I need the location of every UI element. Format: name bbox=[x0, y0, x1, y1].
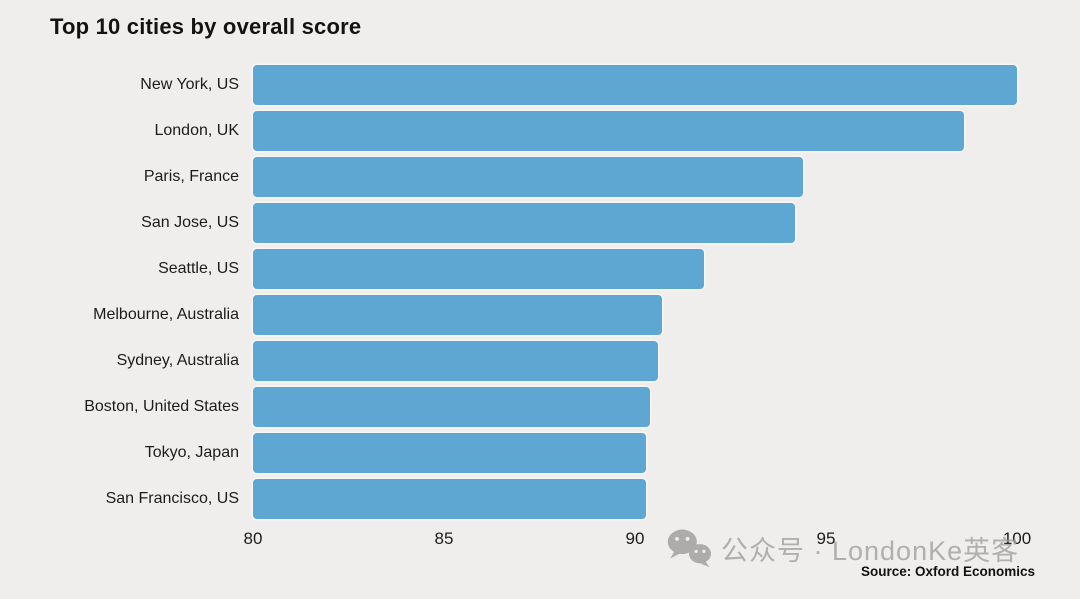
bar-row: Melbourne, Australia bbox=[0, 292, 1017, 338]
bar bbox=[253, 249, 704, 289]
category-label: Sydney, Australia bbox=[116, 352, 239, 369]
bar-chart: New York, US London, UK Paris, France San J… bbox=[0, 62, 1032, 557]
category-label: Melbourne, Australia bbox=[93, 306, 239, 323]
bar-row: Tokyo, Japan bbox=[0, 430, 1017, 476]
bar-track bbox=[253, 203, 1017, 243]
bar-row: San Jose, US bbox=[0, 200, 1017, 246]
x-axis: 80 85 90 95 100 bbox=[244, 529, 1032, 557]
bar-track bbox=[253, 249, 1017, 289]
bar-track bbox=[253, 341, 1017, 381]
bar bbox=[253, 479, 647, 519]
bar-track bbox=[253, 387, 1017, 427]
bar-track bbox=[253, 295, 1017, 335]
bar-row: New York, US bbox=[0, 62, 1017, 108]
bar-track bbox=[253, 433, 1017, 473]
category-label: New York, US bbox=[140, 76, 239, 93]
bar bbox=[253, 295, 662, 335]
bar-track bbox=[253, 111, 1017, 151]
bar bbox=[253, 341, 658, 381]
bar bbox=[253, 203, 796, 243]
category-label: Tokyo, Japan bbox=[144, 444, 239, 461]
chart-title: Top 10 cities by overall score bbox=[50, 14, 362, 39]
x-tick-label: 100 bbox=[1002, 529, 1032, 548]
category-label: Paris, France bbox=[143, 168, 239, 185]
x-tick-label: 80 bbox=[243, 529, 263, 548]
category-label: San Francisco, US bbox=[105, 490, 239, 507]
bar-row: Seattle, US bbox=[0, 246, 1017, 292]
bar-row: Boston, United States bbox=[0, 384, 1017, 430]
bar-track bbox=[253, 157, 1017, 197]
bar bbox=[253, 433, 647, 473]
category-label: Boston, United States bbox=[84, 398, 239, 415]
source-label: Source: Oxford Economics bbox=[860, 564, 1035, 579]
x-tick-label: 85 bbox=[434, 529, 454, 548]
category-label: London, UK bbox=[154, 122, 239, 139]
bar bbox=[253, 111, 964, 151]
category-label: Seattle, US bbox=[158, 260, 239, 277]
x-tick-label: 95 bbox=[816, 529, 836, 548]
category-label: San Jose, US bbox=[141, 214, 239, 231]
bar bbox=[253, 65, 1017, 105]
bar-rows: New York, US London, UK Paris, France San J… bbox=[0, 62, 1017, 522]
bar-track bbox=[253, 479, 1017, 519]
bar-row: San Francisco, US bbox=[0, 476, 1017, 522]
bar bbox=[253, 387, 651, 427]
bar-row: London, UK bbox=[0, 108, 1017, 154]
bar-row: Sydney, Australia bbox=[0, 338, 1017, 384]
bar bbox=[253, 157, 804, 197]
bar-track bbox=[253, 65, 1017, 105]
bar-row: Paris, France bbox=[0, 154, 1017, 200]
x-tick-label: 90 bbox=[625, 529, 645, 548]
